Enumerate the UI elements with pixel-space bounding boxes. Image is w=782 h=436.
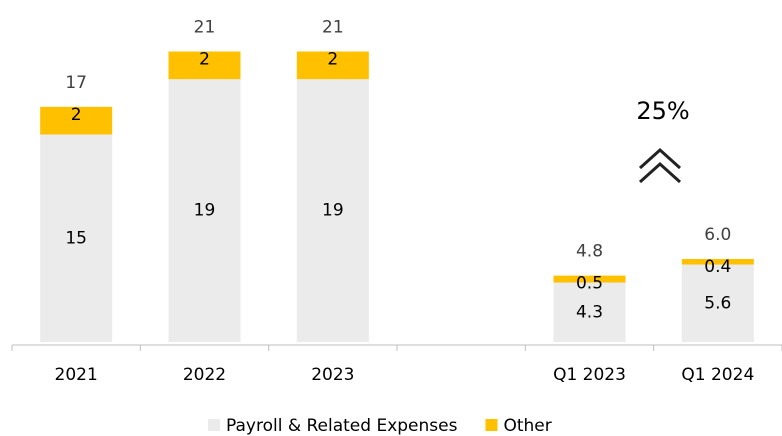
total-label: 4.8 [576,242,603,262]
bar-segment [553,282,626,342]
x-tick-label: Q1 2024 [681,365,754,385]
legend-label: Payroll & Related Expenses [226,416,458,436]
x-tick-label: Q1 2023 [553,365,626,385]
data-label: 2 [327,50,338,70]
bar-segment [40,134,113,342]
bar-segment [168,79,241,343]
bar-segment [681,264,754,342]
legend-swatch [485,419,498,431]
data-label: 19 [194,201,216,221]
data-label: 0.5 [576,274,603,294]
bar-segment [168,51,241,80]
data-label: 15 [65,228,87,248]
bar-segment [296,51,369,80]
bar-segment [296,79,369,343]
data-label: 19 [322,201,344,221]
total-label: 21 [194,18,216,38]
legend-label: Other [503,416,551,436]
data-label: 2 [199,50,210,70]
total-label: 21 [322,18,344,38]
bar-segment [553,275,626,283]
bar-segment [40,106,113,135]
data-label: 2 [71,105,82,125]
x-tick-label: 2022 [183,365,226,385]
chevron-icon [638,147,682,184]
x-tick-label: 2021 [55,365,98,385]
data-label: 5.6 [704,293,731,313]
data-label: 4.3 [576,302,603,322]
bar-segment [681,259,754,265]
total-label: 17 [65,73,87,93]
data-label: 0.4 [704,257,731,277]
legend-swatch [208,419,220,431]
total-label: 6.0 [704,225,731,245]
annotation: 25% [636,97,689,125]
x-tick-label: 2023 [311,365,354,385]
